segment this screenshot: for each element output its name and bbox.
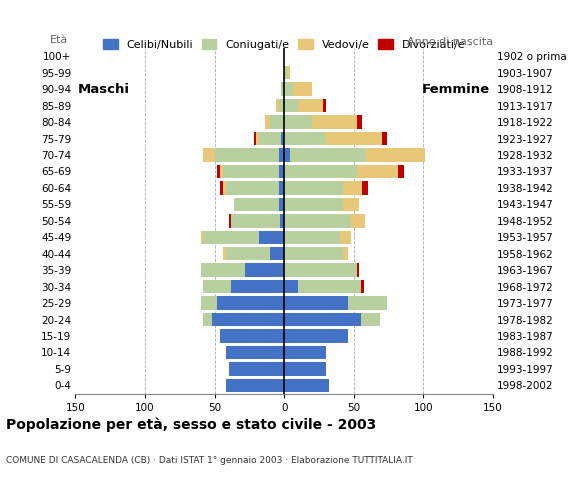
- Bar: [284, 115, 312, 129]
- Bar: [253, 132, 256, 145]
- Bar: [323, 99, 326, 112]
- Bar: [201, 230, 204, 244]
- Bar: [284, 230, 340, 244]
- Bar: [204, 230, 259, 244]
- Bar: [298, 99, 323, 112]
- Bar: [259, 132, 281, 145]
- Bar: [204, 148, 215, 162]
- Bar: [280, 214, 284, 228]
- Bar: [357, 115, 362, 129]
- Bar: [223, 165, 278, 178]
- Bar: [343, 247, 348, 261]
- Bar: [284, 181, 343, 194]
- Bar: [284, 165, 357, 178]
- Bar: [231, 280, 284, 293]
- Bar: [398, 165, 404, 178]
- Bar: [284, 66, 287, 79]
- Bar: [231, 214, 280, 228]
- Bar: [278, 198, 284, 211]
- Bar: [312, 115, 357, 129]
- Bar: [284, 296, 348, 310]
- Bar: [218, 296, 284, 310]
- Bar: [298, 280, 361, 293]
- Bar: [226, 379, 284, 392]
- Bar: [362, 181, 368, 194]
- Bar: [340, 230, 351, 244]
- Bar: [204, 313, 212, 326]
- Legend: Celibi/Nubili, Coniugati/e, Vedovi/e, Divorziati/e: Celibi/Nubili, Coniugati/e, Vedovi/e, Di…: [99, 35, 470, 54]
- Bar: [284, 247, 343, 261]
- Bar: [223, 181, 226, 194]
- Text: Femmine: Femmine: [422, 83, 490, 96]
- Bar: [284, 379, 329, 392]
- Bar: [284, 329, 348, 343]
- Bar: [220, 181, 223, 194]
- Bar: [226, 247, 270, 261]
- Bar: [281, 132, 284, 145]
- Bar: [278, 148, 284, 162]
- Bar: [367, 148, 425, 162]
- Bar: [204, 280, 231, 293]
- Bar: [348, 296, 387, 310]
- Bar: [215, 148, 278, 162]
- Bar: [361, 280, 364, 293]
- Bar: [284, 99, 298, 112]
- Bar: [284, 148, 290, 162]
- Text: Popolazione per età, sesso e stato civile - 2003: Popolazione per età, sesso e stato civil…: [6, 418, 376, 432]
- Bar: [229, 214, 231, 228]
- Bar: [278, 181, 284, 194]
- Bar: [278, 99, 284, 112]
- Bar: [234, 198, 278, 211]
- Bar: [357, 165, 398, 178]
- Text: COMUNE DI CASACALENDA (CB) · Dati ISTAT 1° gennaio 2003 · Elaborazione TUTTITALI: COMUNE DI CASACALENDA (CB) · Dati ISTAT …: [6, 456, 412, 465]
- Bar: [220, 165, 223, 178]
- Bar: [270, 247, 284, 261]
- Bar: [278, 165, 284, 178]
- Bar: [281, 83, 284, 96]
- Bar: [218, 165, 220, 178]
- Bar: [284, 280, 298, 293]
- Bar: [270, 115, 284, 129]
- Bar: [382, 132, 387, 145]
- Bar: [284, 264, 357, 277]
- Bar: [201, 296, 218, 310]
- Bar: [361, 313, 380, 326]
- Bar: [245, 264, 284, 277]
- Bar: [326, 132, 382, 145]
- Bar: [226, 346, 284, 359]
- Bar: [276, 99, 278, 112]
- Bar: [290, 148, 367, 162]
- Bar: [357, 264, 360, 277]
- Bar: [292, 83, 312, 96]
- Bar: [287, 66, 290, 79]
- Bar: [223, 247, 226, 261]
- Bar: [212, 313, 284, 326]
- Bar: [284, 362, 326, 376]
- Bar: [284, 346, 326, 359]
- Text: Maschi: Maschi: [78, 83, 130, 96]
- Bar: [284, 132, 326, 145]
- Bar: [343, 198, 360, 211]
- Bar: [284, 313, 361, 326]
- Bar: [226, 181, 278, 194]
- Bar: [229, 362, 284, 376]
- Bar: [256, 132, 259, 145]
- Bar: [284, 214, 351, 228]
- Bar: [351, 214, 365, 228]
- Bar: [343, 181, 362, 194]
- Bar: [284, 83, 292, 96]
- Bar: [259, 230, 284, 244]
- Bar: [220, 329, 284, 343]
- Bar: [264, 115, 270, 129]
- Bar: [201, 264, 245, 277]
- Text: Anno di nascita: Anno di nascita: [407, 37, 493, 47]
- Bar: [284, 198, 343, 211]
- Text: Età: Età: [50, 35, 68, 45]
